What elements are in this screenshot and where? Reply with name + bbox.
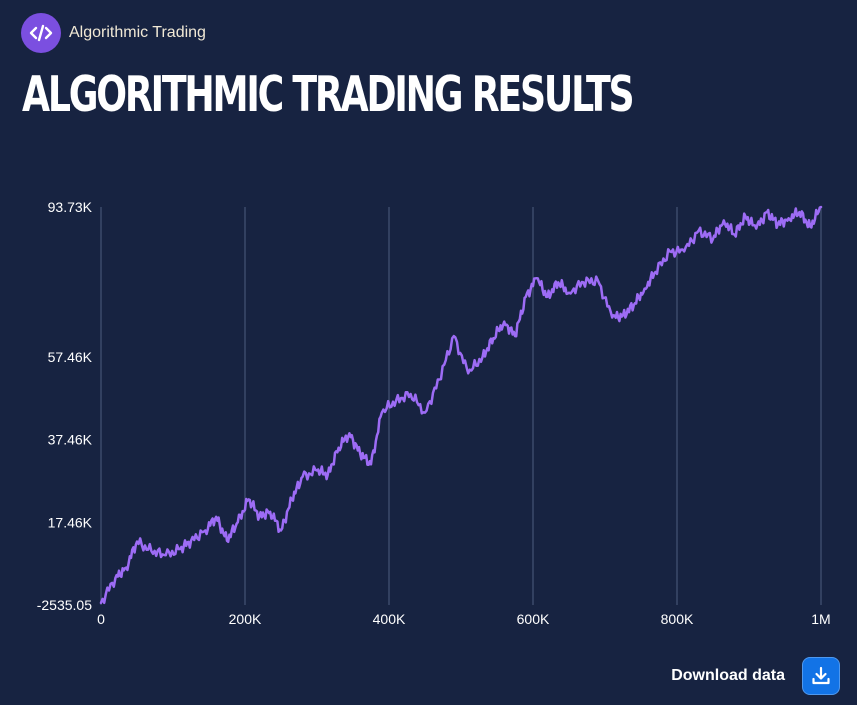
series-line <box>99 205 823 605</box>
code-icon <box>21 13 61 53</box>
x-tick-label: 200K <box>229 611 262 627</box>
grid-lines <box>100 207 822 605</box>
y-tick-label: 37.46K <box>48 432 93 448</box>
download-icon <box>812 666 830 685</box>
x-tick-label: 600K <box>517 611 550 627</box>
download-area: Download data <box>671 657 840 695</box>
page-title: ALGORITHMIC TRADING RESULTS <box>22 66 635 123</box>
y-tick-label: 57.46K <box>48 349 93 365</box>
y-tick-label: -2535.05 <box>37 597 92 613</box>
brand-name: Algorithmic Trading <box>69 24 206 41</box>
x-tick-label: 400K <box>373 611 406 627</box>
y-tick-label: 17.46K <box>48 514 93 530</box>
x-tick-label: 800K <box>661 611 694 627</box>
download-button[interactable] <box>802 657 840 695</box>
x-tick-label: 0 <box>97 611 105 627</box>
tick-labels: 0 200K 400K 600K 800K 1M -2535.05 17.46K 37.46K 5… <box>37 199 831 627</box>
y-tick-label: 93.73K <box>48 199 93 215</box>
x-tick-label: 1M <box>811 611 830 627</box>
download-label: Download data <box>671 667 785 684</box>
brand: Algorithmic Trading <box>21 13 206 53</box>
